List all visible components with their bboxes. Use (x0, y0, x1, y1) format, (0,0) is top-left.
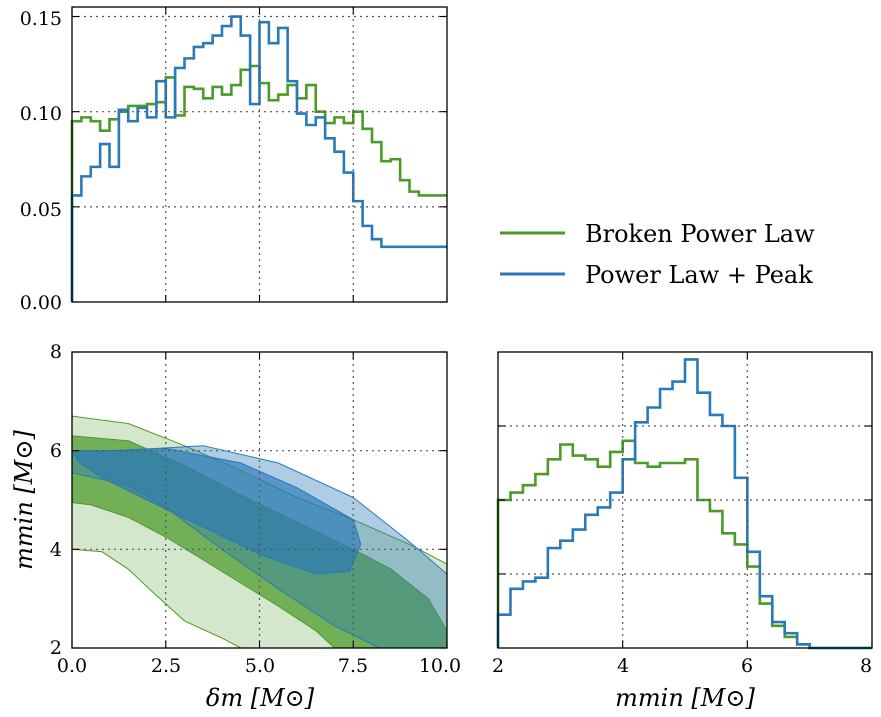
contour-y-tick-label: 2 (50, 637, 62, 659)
m-min-histogram-lines (496, 358, 872, 650)
top-y-tick-label: 0.15 (20, 8, 62, 30)
joint-contour-panel: 0.0 2.5 5.0 7.5 10.0 2 4 6 8 δm [M⊙] mmi… (10, 341, 461, 712)
m-min-histogram-series (496, 358, 872, 650)
top-y-tick-label: 0.10 (20, 103, 62, 125)
legend-label-power-law-peak: Power Law + Peak (585, 261, 813, 289)
right-x-tick-label: 2 (492, 655, 504, 677)
contour-x-axis-title: δm [M⊙] (206, 684, 315, 712)
contour-x-tick-label: 2.5 (151, 655, 181, 677)
delta-m-histogram-lines (70, 15, 447, 302)
delta-m-histogram-frame (71, 6, 448, 303)
right-x-axis-title: mmin [M⊙] (615, 684, 755, 712)
right-x-tick-label: 6 (741, 655, 753, 677)
m-min-histogram-panel: 2 4 6 8 mmin [M⊙] (492, 351, 873, 712)
delta-m-histogram-series (70, 15, 447, 302)
contour-y-axis-title: mmin [M⊙] (10, 430, 38, 570)
delta-m-histogram-grid (72, 7, 447, 302)
contour-power-law-peak-inner (72, 447, 362, 575)
delta-m-histogram-panel: 0.00 0.05 0.10 0.15 (20, 6, 448, 314)
contour-x-tick-label: 0.0 (57, 655, 87, 677)
contour-x-tick-label: 5.0 (245, 655, 275, 677)
top-y-tick-label: 0.05 (20, 199, 62, 221)
m-min-histogram-grid (498, 352, 872, 648)
m-min-histogram-series (496, 439, 872, 650)
m-min-histogram-frame (497, 351, 873, 649)
right-x-tick-label: 4 (617, 655, 629, 677)
legend: Broken Power Law Power Law + Peak (500, 220, 815, 289)
right-x-tick-label: 8 (860, 655, 872, 677)
top-y-tick-label: 0.00 (20, 292, 62, 314)
contour-y-tick-label: 6 (50, 440, 62, 462)
contour-grid (72, 352, 447, 648)
contour-x-tick-label: 7.5 (338, 655, 368, 677)
contour-frame (71, 351, 448, 649)
contour-x-tick-label: 10.0 (419, 655, 461, 677)
delta-m-histogram-series (70, 64, 447, 302)
legend-label-broken-power-law: Broken Power Law (585, 220, 815, 248)
contour-y-tick-label: 8 (50, 341, 62, 363)
contour-y-tick-label: 4 (50, 539, 62, 561)
